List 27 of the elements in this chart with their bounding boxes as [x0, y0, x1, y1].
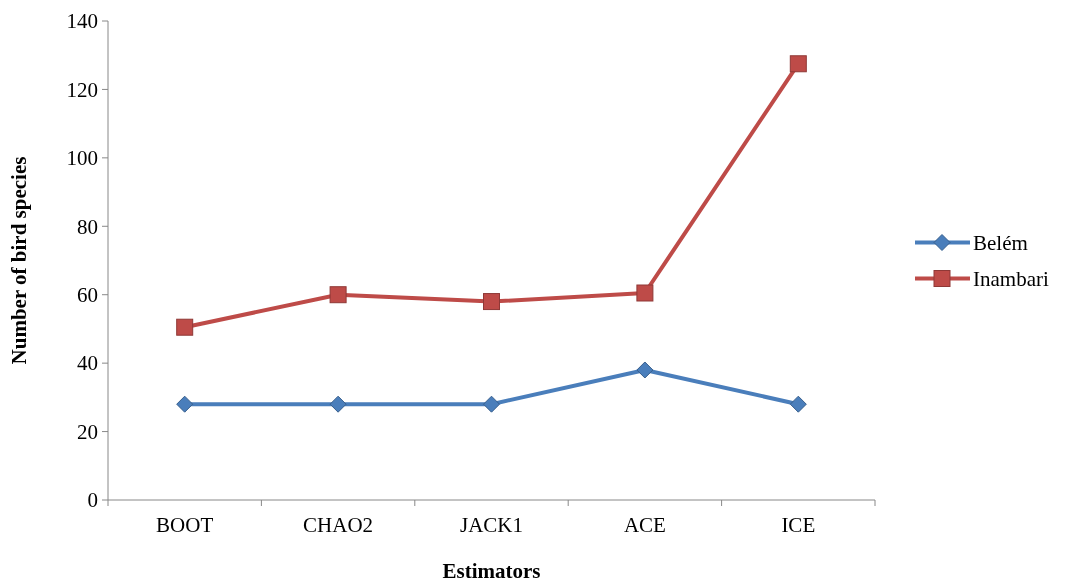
x-tick-label: ICE — [781, 513, 816, 537]
y-tick-label: 0 — [87, 488, 98, 513]
point — [176, 318, 194, 336]
y-tick-label: 40 — [77, 351, 98, 376]
y-tick-label: 120 — [66, 77, 98, 102]
y-axis-title: Number of bird species — [7, 156, 31, 365]
x-tick-label: BOOT — [156, 513, 214, 537]
legend-label: Inambari — [973, 266, 1049, 291]
point — [636, 361, 654, 379]
point — [789, 395, 807, 413]
point — [789, 55, 807, 73]
y-tick-label: 60 — [77, 283, 98, 308]
x-tick-label: CHAO2 — [303, 513, 374, 537]
x-tick-label: JACK1 — [459, 513, 524, 537]
y-tick-label: 140 — [66, 9, 98, 34]
x-axis-title: Estimators — [442, 559, 541, 583]
point — [636, 284, 654, 302]
point — [329, 286, 347, 304]
point — [483, 293, 500, 311]
legend-label: Belém — [973, 230, 1028, 255]
y-tick-label: 20 — [77, 419, 98, 444]
point — [483, 395, 500, 413]
point — [329, 395, 347, 413]
y-tick-label: 100 — [66, 146, 98, 171]
x-tick-label: ACE — [623, 513, 666, 537]
y-tick-label: 80 — [77, 214, 98, 239]
point — [176, 395, 194, 413]
